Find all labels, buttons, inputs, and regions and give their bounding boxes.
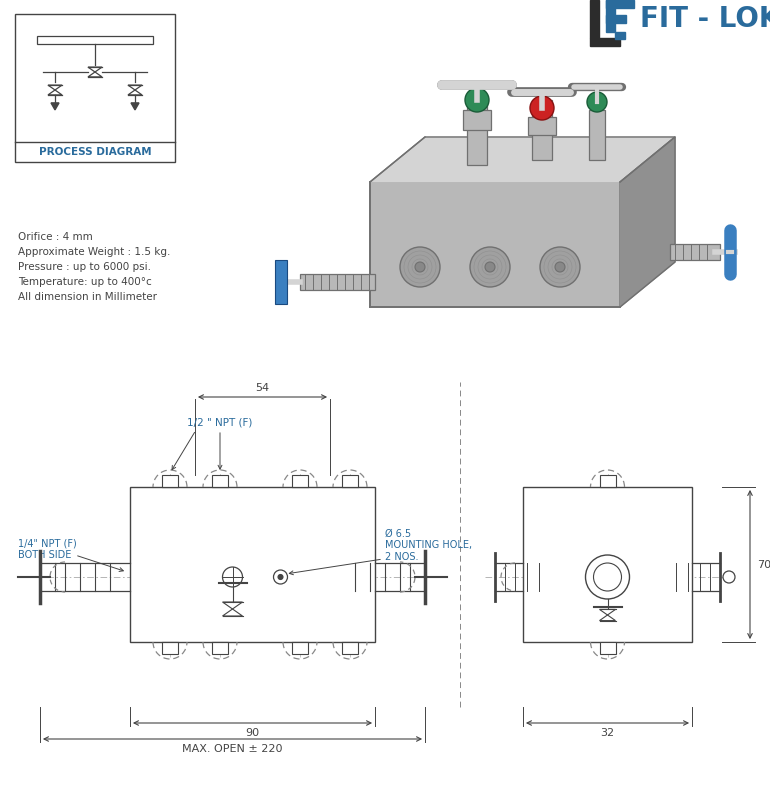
Text: 1/4" NPT (F)
BOTH SIDE: 1/4" NPT (F) BOTH SIDE — [18, 538, 77, 559]
Polygon shape — [615, 32, 625, 39]
Bar — [300, 274, 375, 290]
Text: 54: 54 — [256, 383, 270, 393]
Text: 70: 70 — [757, 559, 770, 570]
Circle shape — [587, 92, 607, 112]
Polygon shape — [131, 103, 139, 110]
Bar — [589, 110, 605, 160]
Text: FIT - LOK: FIT - LOK — [640, 5, 770, 33]
Circle shape — [278, 575, 283, 579]
Bar — [342, 475, 358, 487]
Circle shape — [723, 571, 735, 583]
Bar — [467, 95, 487, 165]
Bar — [292, 475, 308, 487]
Bar — [275, 260, 287, 304]
Text: 1/2 " NPT (F): 1/2 " NPT (F) — [187, 417, 253, 427]
Bar — [600, 642, 615, 654]
Bar — [532, 100, 552, 160]
Polygon shape — [590, 0, 599, 38]
Circle shape — [223, 567, 243, 587]
Bar — [212, 642, 228, 654]
Bar — [670, 244, 720, 260]
Bar — [162, 475, 178, 487]
Bar — [600, 475, 615, 487]
Text: Ø 6.5
MOUNTING HOLE,
2 NOS.: Ø 6.5 MOUNTING HOLE, 2 NOS. — [385, 528, 472, 562]
Circle shape — [540, 247, 580, 287]
Text: Orifice : 4 mm: Orifice : 4 mm — [18, 232, 92, 242]
Circle shape — [415, 262, 425, 272]
Text: MAX. OPEN ± 220: MAX. OPEN ± 220 — [182, 744, 283, 754]
Polygon shape — [51, 103, 59, 110]
Text: 90: 90 — [246, 728, 259, 738]
Polygon shape — [620, 137, 675, 307]
Polygon shape — [606, 0, 615, 32]
Bar — [370, 182, 620, 307]
Polygon shape — [590, 38, 620, 46]
Bar — [523, 487, 692, 642]
Circle shape — [594, 563, 621, 591]
Circle shape — [555, 262, 565, 272]
Bar — [292, 642, 308, 654]
Circle shape — [485, 262, 495, 272]
Bar — [37, 36, 153, 44]
Bar — [15, 14, 175, 162]
Polygon shape — [606, 15, 626, 23]
Polygon shape — [606, 0, 634, 8]
Bar — [162, 642, 178, 654]
Polygon shape — [370, 137, 675, 182]
Circle shape — [470, 247, 510, 287]
Text: All dimension in Millimeter: All dimension in Millimeter — [18, 292, 157, 302]
Bar — [528, 117, 556, 135]
Text: PROCESS DIAGRAM: PROCESS DIAGRAM — [38, 147, 152, 157]
Circle shape — [273, 570, 287, 584]
Text: Approximate Weight : 1.5 kg.: Approximate Weight : 1.5 kg. — [18, 247, 170, 257]
Bar — [130, 487, 375, 642]
Bar — [212, 475, 228, 487]
Circle shape — [465, 88, 489, 112]
Circle shape — [585, 555, 630, 599]
Text: Pressure : up to 6000 psi.: Pressure : up to 6000 psi. — [18, 262, 151, 272]
Bar — [463, 110, 491, 130]
Bar — [342, 642, 358, 654]
Text: 32: 32 — [601, 728, 614, 738]
Circle shape — [400, 247, 440, 287]
Circle shape — [530, 96, 554, 120]
Text: Temperature: up to 400°c: Temperature: up to 400°c — [18, 277, 152, 287]
